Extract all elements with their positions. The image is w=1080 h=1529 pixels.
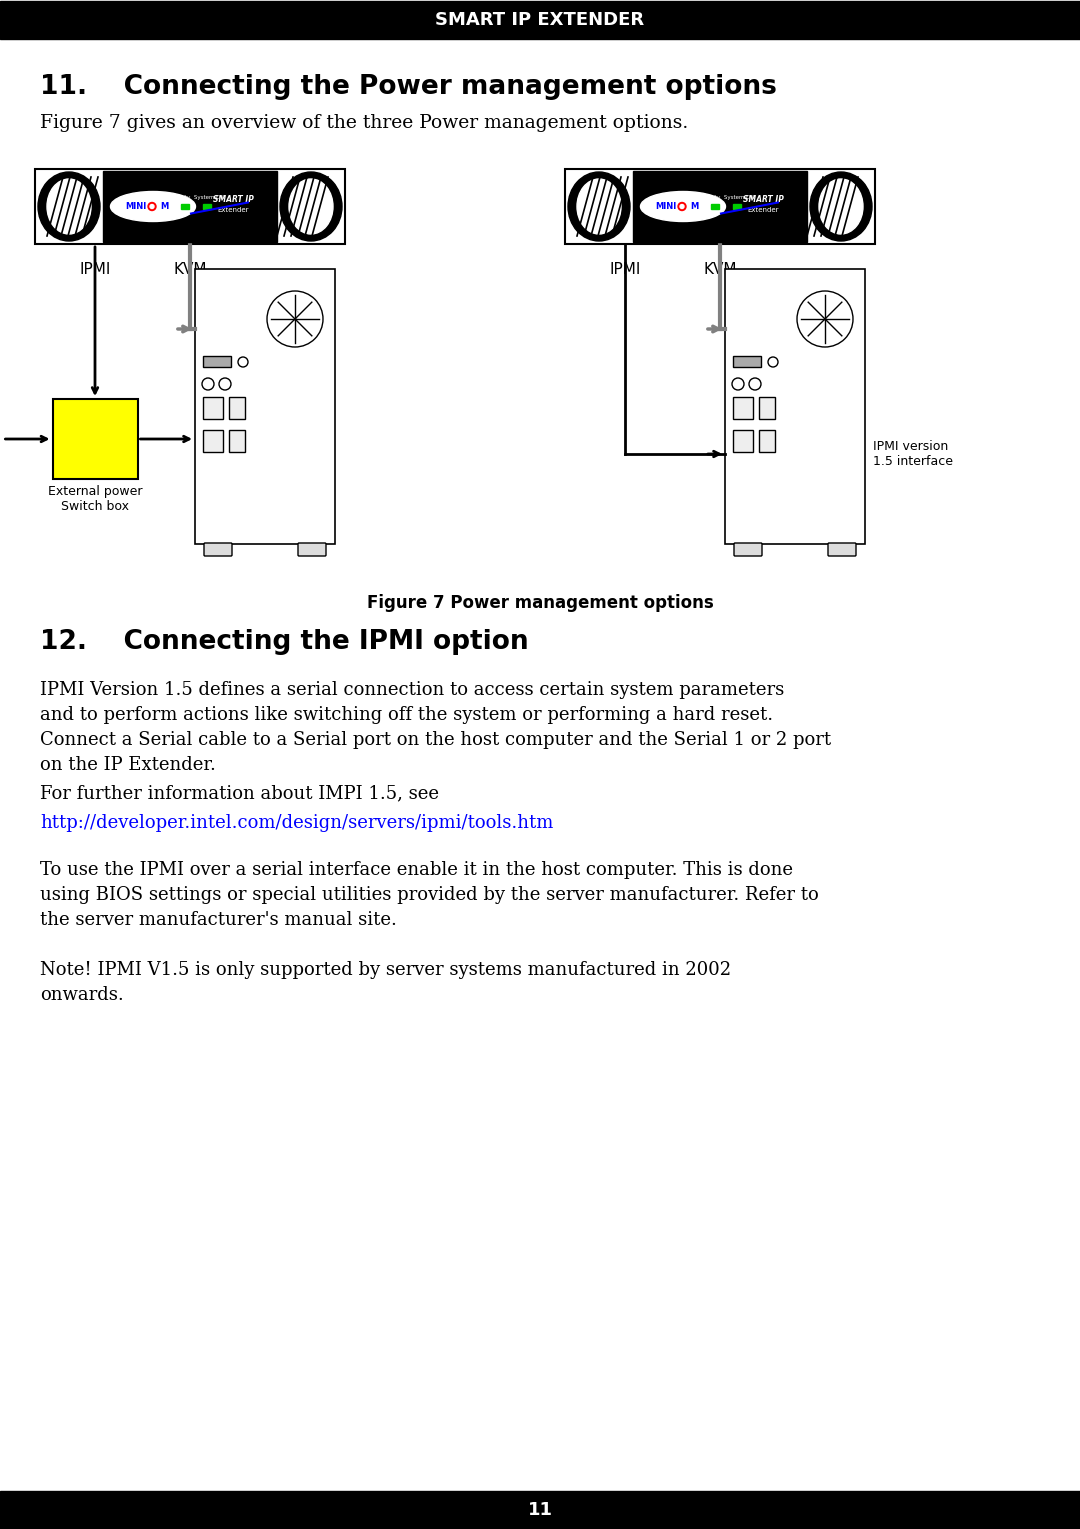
Text: Note! IPMI V1.5 is only supported by server systems manufactured in 2002
onwards: Note! IPMI V1.5 is only supported by ser… — [40, 962, 731, 1005]
Bar — [203, 356, 231, 367]
Bar — [53, 399, 137, 479]
Text: External power
Switch box: External power Switch box — [48, 485, 143, 514]
Text: 11: 11 — [527, 1501, 553, 1518]
Text: Extender: Extender — [217, 208, 248, 214]
Ellipse shape — [38, 171, 100, 242]
Ellipse shape — [280, 171, 342, 242]
Bar — [35, 170, 345, 245]
Bar — [733, 203, 741, 208]
Circle shape — [680, 205, 684, 208]
Bar — [565, 170, 875, 245]
Text: Activity  System OK: Activity System OK — [700, 196, 754, 200]
Bar — [759, 398, 775, 419]
Ellipse shape — [289, 179, 333, 234]
Text: For further information about IMPI 1.5, see: For further information about IMPI 1.5, … — [40, 784, 438, 803]
Bar — [733, 356, 761, 367]
Circle shape — [797, 291, 853, 347]
Circle shape — [148, 202, 156, 211]
FancyBboxPatch shape — [734, 543, 762, 557]
Text: To use the IPMI over a serial interface enable it in the host computer. This is : To use the IPMI over a serial interface … — [40, 861, 819, 930]
Text: Activity  System OK: Activity System OK — [170, 196, 224, 200]
Bar — [229, 430, 245, 453]
Text: Server: Server — [805, 274, 855, 289]
Bar — [203, 203, 211, 208]
Bar — [725, 269, 865, 544]
Text: Extender: Extender — [747, 208, 779, 214]
Text: MINI: MINI — [125, 202, 147, 211]
FancyBboxPatch shape — [828, 543, 856, 557]
Text: IPMI: IPMI — [79, 261, 110, 277]
Text: SMART IP EXTENDER: SMART IP EXTENDER — [435, 11, 645, 29]
Circle shape — [732, 378, 744, 390]
Text: KVM: KVM — [173, 261, 206, 277]
Circle shape — [267, 291, 323, 347]
Text: Figure 7 Power management options: Figure 7 Power management options — [366, 593, 714, 612]
Bar — [203, 430, 222, 453]
Text: IPMI: IPMI — [609, 261, 640, 277]
Bar — [195, 269, 335, 544]
Bar — [103, 171, 276, 242]
Ellipse shape — [819, 179, 863, 234]
Text: http://developer.intel.com/design/servers/ipmi/tools.htm: http://developer.intel.com/design/server… — [40, 813, 553, 832]
Text: Figure 7 gives an overview of the three Power management options.: Figure 7 gives an overview of the three … — [40, 115, 688, 131]
Ellipse shape — [48, 179, 91, 234]
Text: 11.    Connecting the Power management options: 11. Connecting the Power management opti… — [40, 73, 777, 99]
Bar — [759, 430, 775, 453]
Ellipse shape — [810, 171, 872, 242]
Bar — [203, 398, 222, 419]
Text: KVM: KVM — [703, 261, 737, 277]
Ellipse shape — [110, 191, 195, 222]
Text: M: M — [690, 202, 699, 211]
Text: 12.    Connecting the IPMI option: 12. Connecting the IPMI option — [40, 628, 528, 654]
Bar — [0, 1491, 1080, 1529]
Bar — [633, 171, 807, 242]
Text: M: M — [160, 202, 168, 211]
Bar — [733, 398, 753, 419]
Circle shape — [678, 202, 686, 211]
Text: IPMI Version 1.5 defines a serial connection to access certain system parameters: IPMI Version 1.5 defines a serial connec… — [40, 680, 832, 774]
Circle shape — [202, 378, 214, 390]
Text: SMART IP: SMART IP — [213, 196, 254, 203]
Circle shape — [768, 356, 778, 367]
Text: SMART IP: SMART IP — [743, 196, 783, 203]
Text: MINI: MINI — [656, 202, 677, 211]
Bar — [733, 430, 753, 453]
Bar — [229, 398, 245, 419]
Ellipse shape — [640, 191, 726, 222]
Ellipse shape — [577, 179, 621, 234]
Circle shape — [219, 378, 231, 390]
Bar — [0, 2, 1080, 40]
FancyBboxPatch shape — [204, 543, 232, 557]
Text: Server: Server — [274, 274, 325, 289]
Circle shape — [238, 356, 248, 367]
Ellipse shape — [568, 171, 630, 242]
Bar — [711, 203, 719, 208]
FancyBboxPatch shape — [298, 543, 326, 557]
Circle shape — [150, 205, 154, 208]
Bar — [181, 203, 189, 208]
Text: IPMI version
1.5 interface: IPMI version 1.5 interface — [873, 440, 953, 468]
Circle shape — [750, 378, 761, 390]
